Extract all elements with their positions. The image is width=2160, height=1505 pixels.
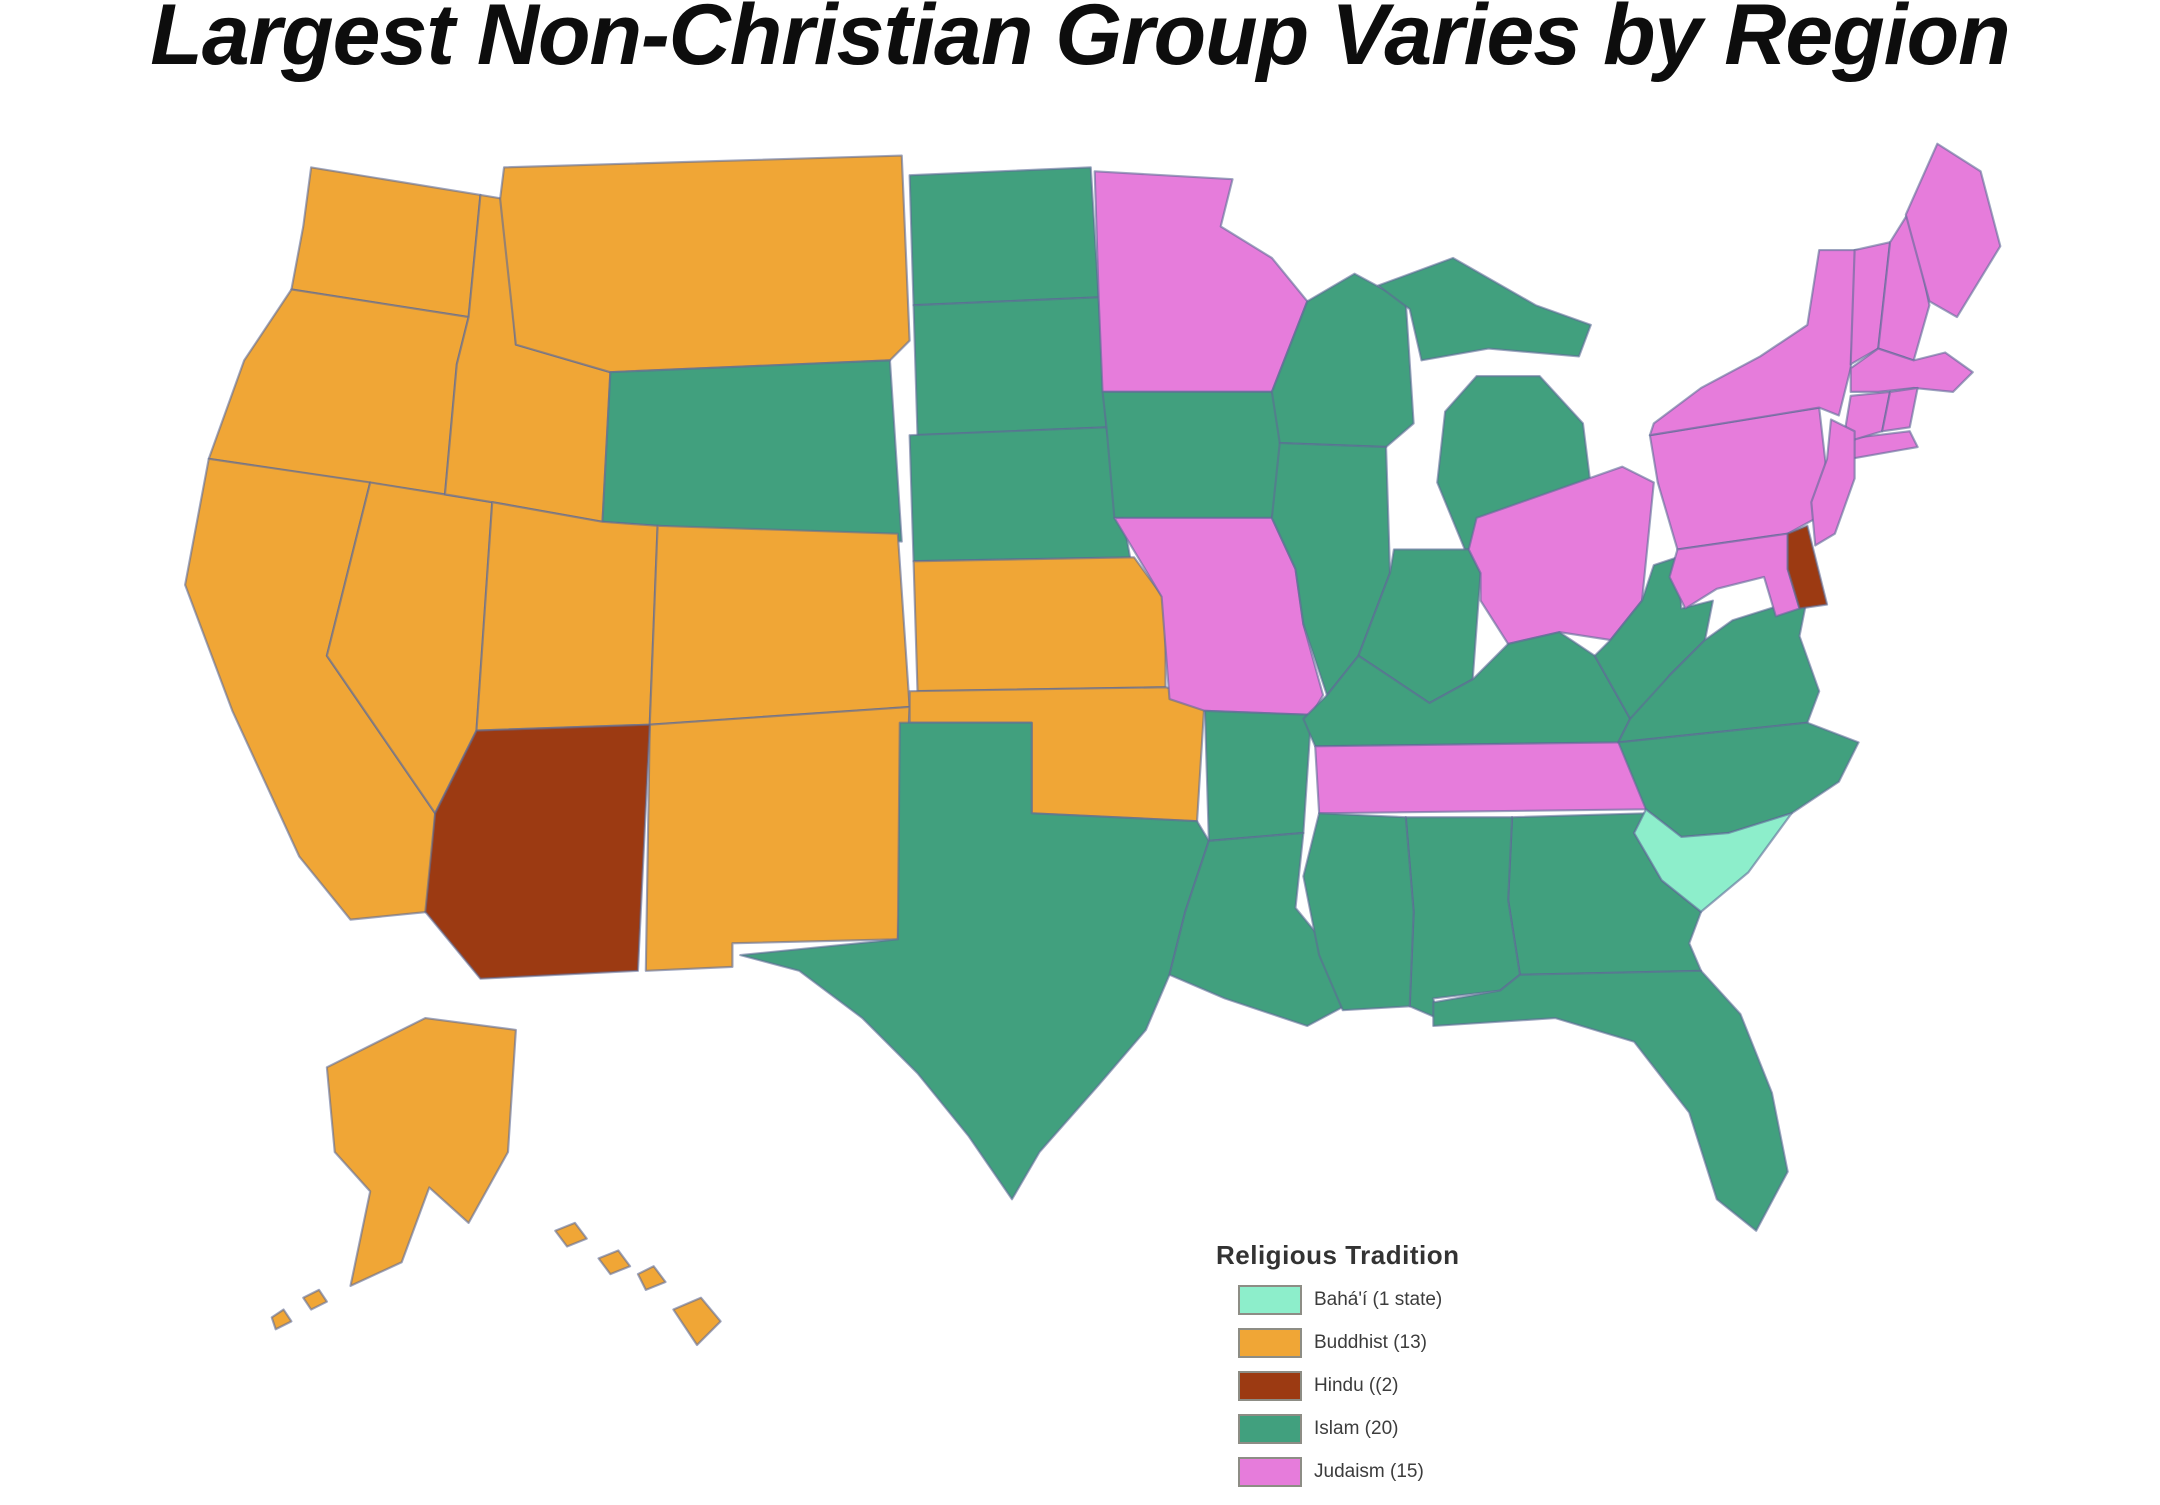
state-hi-island [554,1221,588,1248]
state-tx [739,721,1210,1201]
legend-label-islam: Islam (20) [1314,1418,1399,1439]
state-ak-island [302,1288,328,1311]
state-hi-island [672,1296,722,1347]
state-de [1786,524,1829,610]
state-ms [1302,812,1415,1012]
state-mi-upper [1377,256,1592,362]
state-ut [475,501,659,732]
state-ne [908,426,1132,563]
state-nm [644,705,911,972]
legend: Religious Tradition Bahá'í (1 state) Bud… [1214,1240,1544,1500]
legend-item-judaism: Judaism (15) [1238,1457,1544,1487]
legend-label-hindu: Hindu ((2) [1314,1375,1399,1396]
state-wy [601,359,903,543]
state-mn [1093,170,1309,393]
state-ma [1849,347,1974,393]
state-hi-island [636,1265,667,1291]
legend-swatch-islam [1238,1414,1302,1444]
legend-label-judaism: Judaism (15) [1314,1461,1424,1482]
state-ak [325,1017,517,1287]
state-nj [1810,418,1856,547]
state-wv [1593,556,1714,720]
us-choropleth-map [184,142,2002,1347]
state-mt [499,154,911,374]
legend-item-bahai: Bahá'í (1 state) [1238,1285,1544,1315]
legend-swatch-hindu [1238,1371,1302,1401]
legend-swatch-bahai [1238,1285,1302,1315]
legend-item-buddhist: Buddhist (13) [1238,1328,1544,1358]
legend-item-hindu: Hindu ((2) [1238,1371,1544,1401]
legend-swatch-judaism [1238,1457,1302,1487]
state-ks [912,556,1167,693]
state-me [1904,142,2002,319]
state-ky [1302,631,1632,748]
state-ia [1101,390,1297,519]
state-ri [1881,386,1919,433]
legend-label-buddhist: Buddhist (13) [1314,1332,1428,1353]
page-title: Largest Non-Christian Group Varies by Re… [150,0,2010,83]
state-fl [1432,969,1789,1232]
legend-title: Religious Tradition [1216,1240,1460,1270]
state-nd [908,166,1100,307]
state-az [424,723,651,980]
legend-label-bahai: Bahá'í (1 state) [1314,1289,1443,1310]
state-ak-island [270,1308,293,1331]
legend-swatch-buddhist [1238,1328,1302,1358]
state-sc [1633,808,1793,913]
state-la [1168,831,1368,1028]
state-sd [912,296,1108,437]
state-hi-island [597,1249,632,1276]
state-ny [1648,249,1860,437]
state-wi [1270,272,1415,449]
state-ar [1203,709,1313,842]
state-co [648,524,911,726]
legend-item-islam: Islam (20) [1238,1414,1544,1444]
